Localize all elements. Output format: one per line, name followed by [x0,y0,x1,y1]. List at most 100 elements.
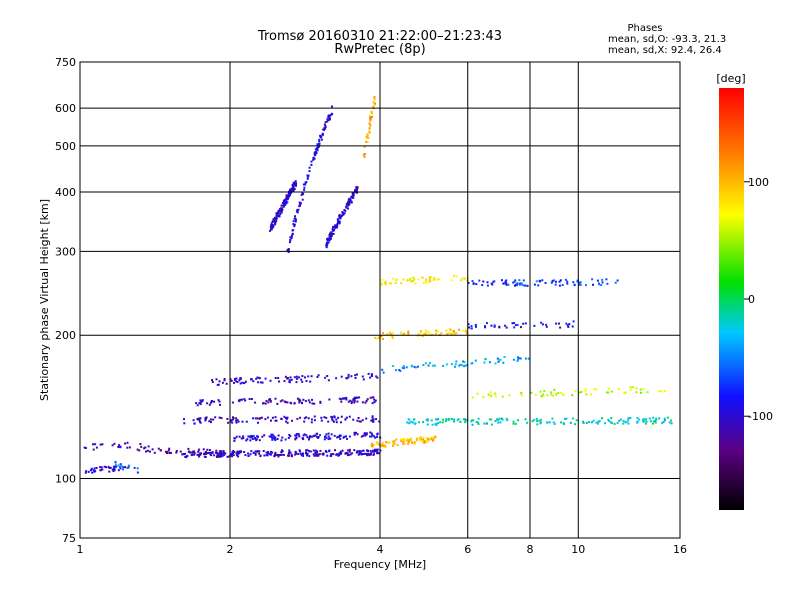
data-point [605,278,608,281]
data-point [289,236,292,239]
data-point [437,278,440,281]
data-point [403,439,406,442]
data-point [270,228,272,231]
data-point [658,390,661,392]
data-point [258,376,261,379]
trace-12 [362,96,376,158]
data-point [249,453,252,456]
data-point [364,434,367,437]
data-point [488,418,491,421]
x-tick-label: 10 [571,543,585,556]
data-point [189,451,192,454]
data-point [295,433,298,436]
data-point [241,398,243,401]
data-point [318,140,321,143]
data-point [453,332,456,335]
data-point [146,449,149,452]
data-point [218,455,221,458]
data-point [310,435,313,438]
data-point [256,417,259,420]
data-point [380,282,383,285]
data-point [103,465,106,468]
data-point [167,449,170,452]
data-point [193,453,196,456]
data-point [340,415,343,418]
data-point [323,438,326,441]
data-point [319,434,322,437]
data-point [280,204,283,207]
data-point [214,416,217,419]
data-point [362,434,365,437]
data-point [521,283,524,286]
data-point [374,436,377,439]
data-point [550,391,553,394]
data-point [395,438,398,441]
data-point [386,333,389,335]
data-point [277,377,280,379]
data-point [442,365,445,367]
data-point [346,437,348,440]
data-point [327,115,330,118]
data-point [273,455,276,458]
data-point [286,377,289,380]
data-point [183,418,185,421]
data-point [459,363,462,366]
data-point [301,454,304,457]
data-point [435,278,438,281]
data-point [318,138,321,141]
data-point [412,280,415,283]
data-point [392,444,395,447]
data-point [345,435,347,438]
data-point [93,470,96,473]
colorbar-tick-label: -100 [748,410,773,423]
data-point [242,435,245,438]
data-point [354,188,357,191]
data-point [215,378,218,381]
data-point [376,435,379,438]
data-point [642,420,645,423]
data-point [624,421,627,424]
data-point [330,112,333,115]
data-point [330,231,333,234]
data-point [243,382,246,384]
data-point [236,419,239,421]
data-point [252,417,255,420]
scatter-points [83,96,673,474]
data-point [280,453,283,456]
data-point [627,419,630,422]
data-point [317,146,319,149]
data-point [518,283,521,286]
data-point [122,468,124,471]
data-point [127,464,130,467]
data-point [204,419,207,422]
data-point [430,419,433,422]
y-tick-label: 300 [55,245,76,258]
data-point [564,278,567,281]
data-point [281,202,284,204]
data-point [204,418,207,421]
data-point [352,197,355,199]
data-point [247,454,250,457]
data-point [338,221,341,223]
data-point [99,466,102,468]
y-tick-label: 75 [62,532,76,545]
data-point [274,377,277,379]
data-point [203,455,206,458]
data-point [291,233,294,236]
data-point [560,421,562,424]
data-point [401,366,404,369]
data-point [272,435,275,438]
data-point [362,378,365,381]
data-point [197,450,200,453]
data-point [639,388,642,391]
trace-13 [370,435,437,449]
data-point [313,151,316,154]
data-point [413,278,416,281]
data-point [372,105,375,108]
data-point [548,421,551,424]
data-point [295,375,298,378]
data-point [342,436,345,439]
data-point [308,455,311,458]
data-point [618,419,621,422]
data-point [331,228,334,231]
